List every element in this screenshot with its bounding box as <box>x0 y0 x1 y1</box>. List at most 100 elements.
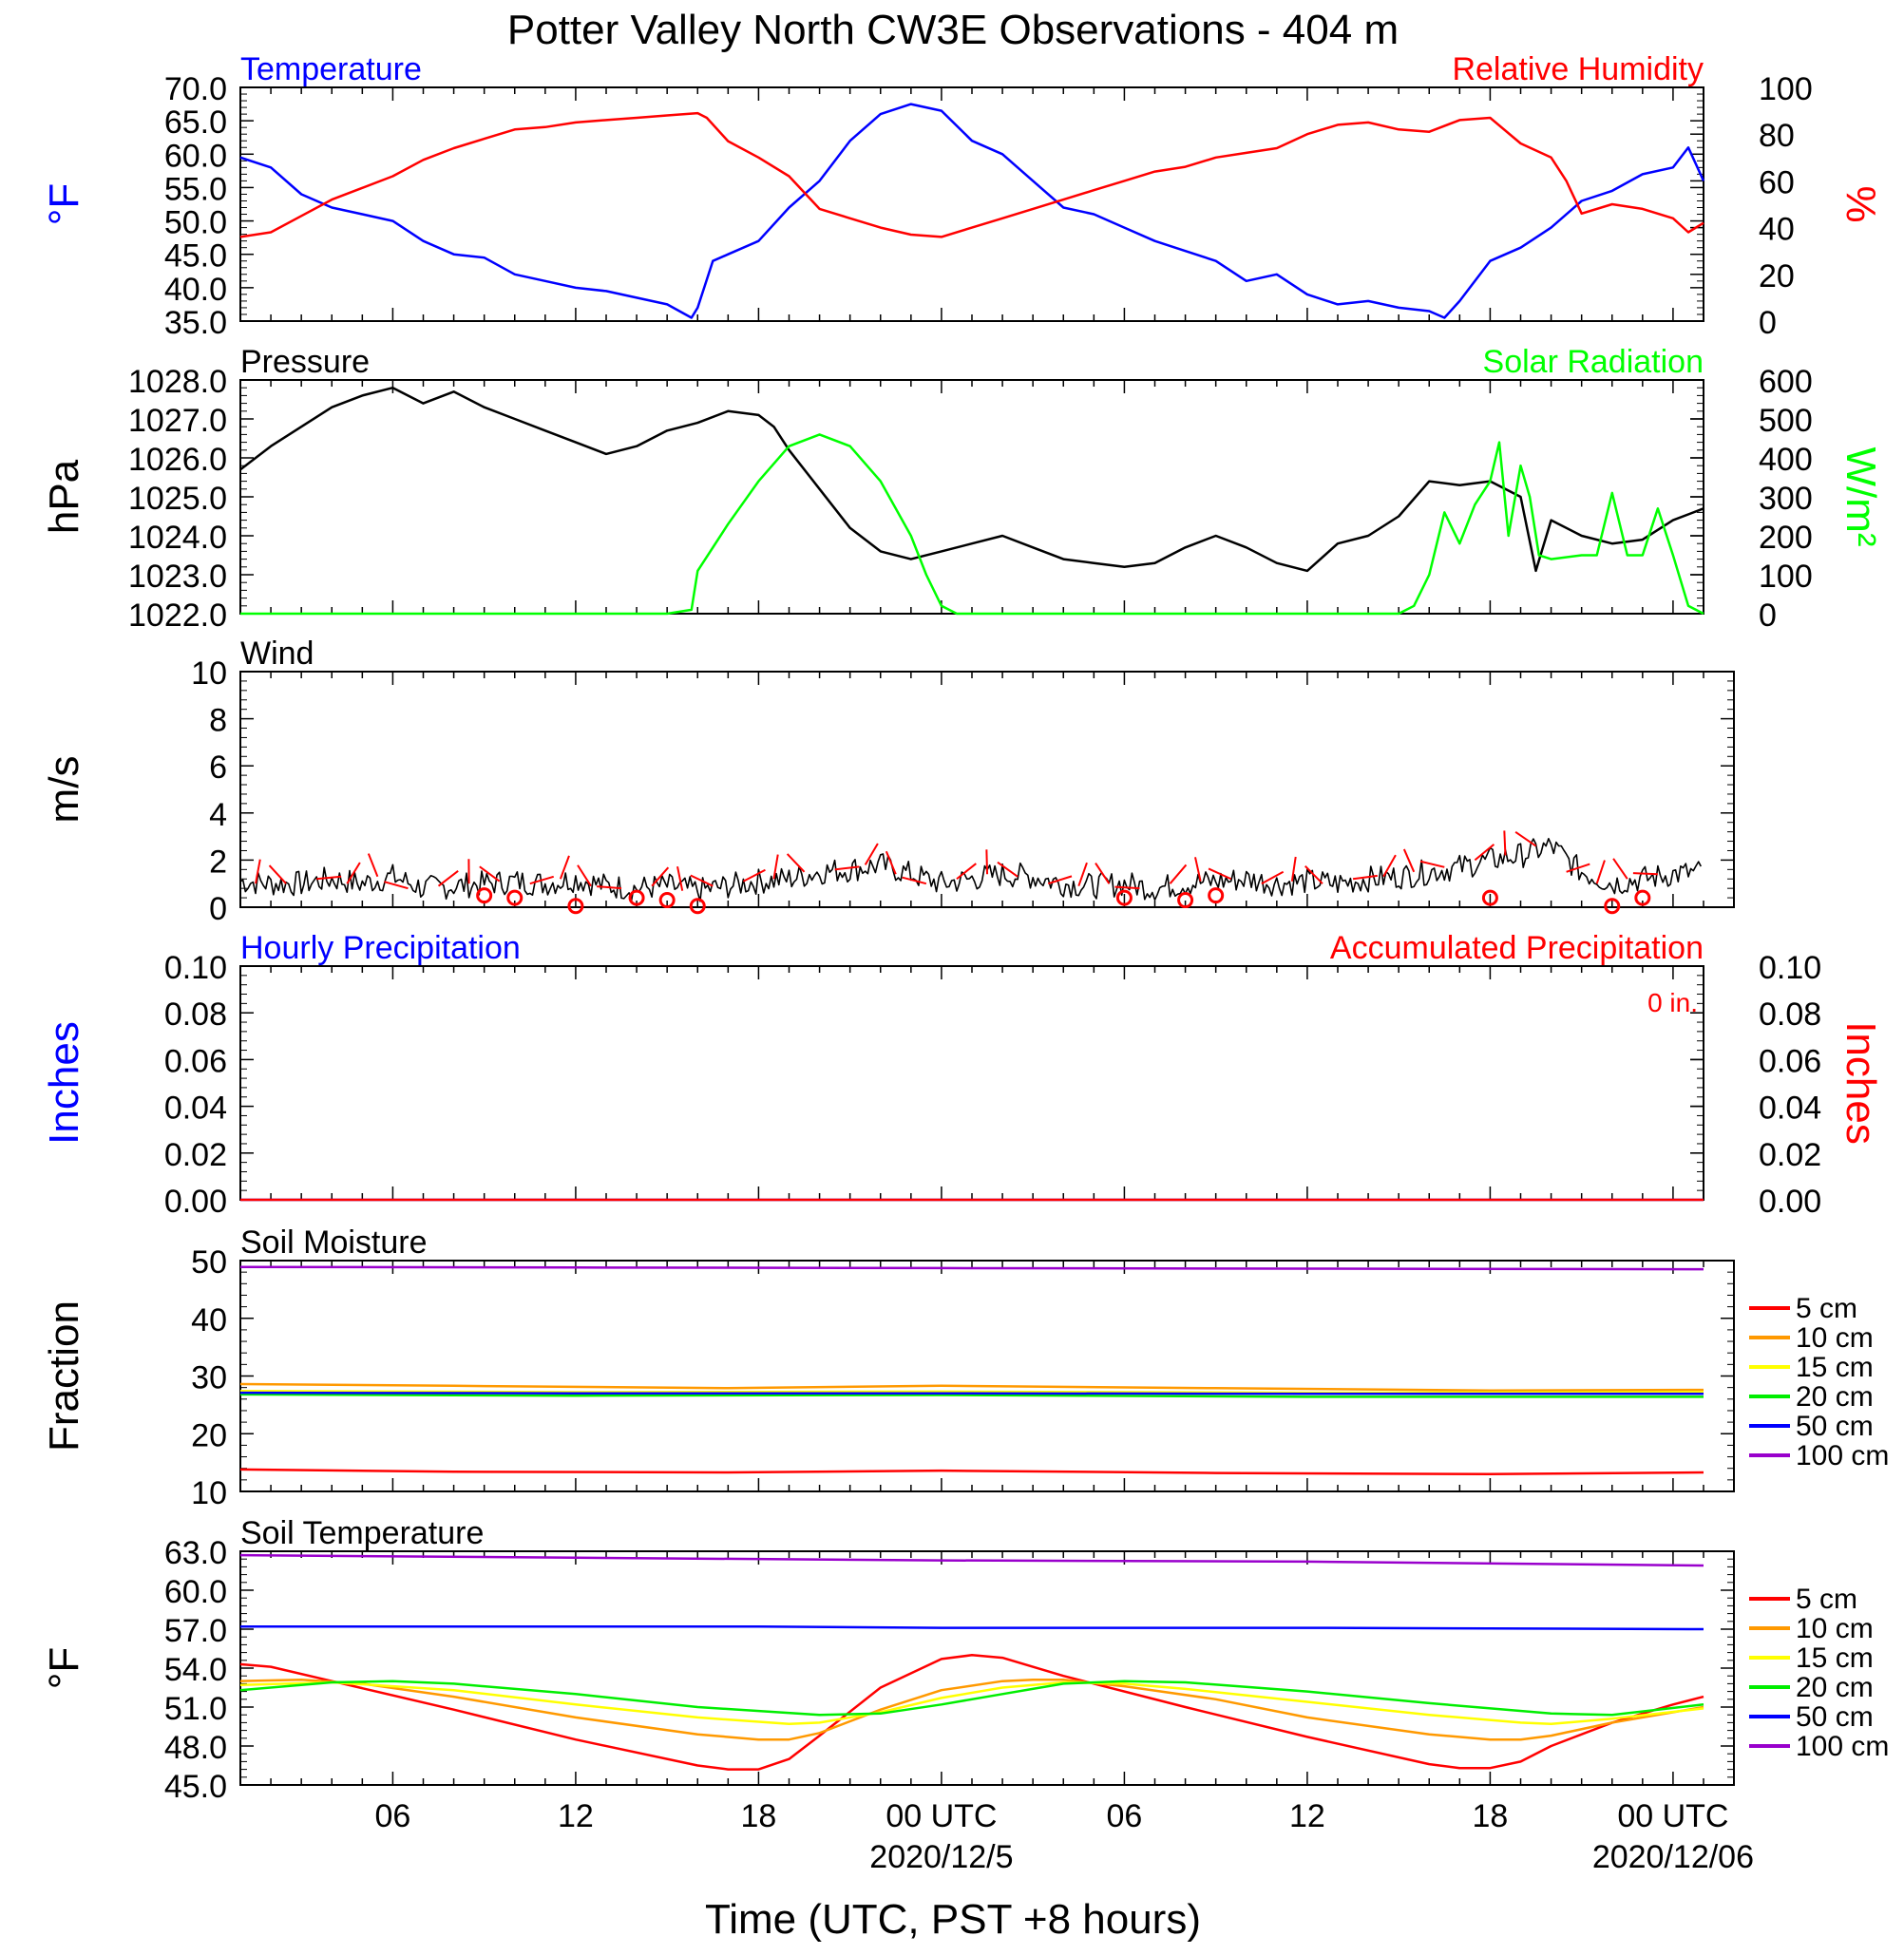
plot-frame <box>239 1550 1735 1786</box>
y-tick-label: 1024.0 <box>128 520 227 556</box>
y-tick-label: 10 <box>191 655 227 692</box>
panel-title-left: Soil Moisture <box>240 1224 428 1261</box>
x-tick-label: 18 <box>1473 1798 1509 1834</box>
series-line-100-cm <box>239 1265 1704 1271</box>
calm-marker <box>1115 889 1133 906</box>
wind-barb <box>384 881 409 890</box>
y2-tick-label: 0.06 <box>1759 1043 1821 1079</box>
legend-label-100-cm: 100 cm <box>1796 1731 1889 1762</box>
wind-barb <box>772 854 779 880</box>
y2-tick-label: 0.00 <box>1759 1184 1821 1220</box>
series-line-15-cm <box>239 1390 1704 1395</box>
y-tick-label: 60.0 <box>164 1574 227 1610</box>
panel-title-right: Relative Humidity <box>1452 51 1704 87</box>
wind-barb <box>1095 862 1111 884</box>
wind-barb <box>690 874 714 887</box>
y-tick-label: 35.0 <box>164 305 227 341</box>
plot-frame <box>239 965 1704 1201</box>
x-tick-label: 00 UTC <box>1617 1798 1728 1834</box>
wind-barb <box>1419 860 1445 868</box>
y-tick-label: 54.0 <box>164 1652 227 1688</box>
legend-label-15-cm: 15 cm <box>1796 1642 1874 1674</box>
wind-barb <box>885 850 897 875</box>
y-tick-label: 0.10 <box>164 950 227 986</box>
y-tick-label: 50 <box>191 1244 227 1281</box>
series-line-20-cm <box>239 1680 1704 1717</box>
wind-barb <box>1566 863 1590 873</box>
y-tick-label: 60.0 <box>164 138 227 174</box>
series-line-5-cm <box>239 1654 1704 1771</box>
wind-barb <box>1304 864 1323 884</box>
wind-barb <box>956 863 977 881</box>
y2-tick-label: 100 <box>1759 559 1813 595</box>
x-axis-title: Time (UTC, PST +8 hours) <box>705 1896 1201 1943</box>
wind-barb <box>1261 870 1285 885</box>
wind-barb <box>997 861 1019 878</box>
wind-barb <box>902 876 927 885</box>
y-tick-label: 63.0 <box>164 1535 227 1571</box>
y2-tick-label: 0.04 <box>1759 1091 1821 1127</box>
calm-marker <box>476 887 493 904</box>
x-tick-label: 12 <box>1289 1798 1325 1834</box>
y2-tick-label: 0 <box>1759 598 1777 634</box>
wind-barb <box>346 862 361 884</box>
panel-title-left: Hourly Precipitation <box>240 930 521 966</box>
y-tick-label: 1023.0 <box>128 559 227 595</box>
series-line-15-cm <box>239 1680 1704 1726</box>
calm-marker <box>1481 889 1498 906</box>
wind-barb <box>1612 858 1628 880</box>
x-tick-label: 00 UTC <box>885 1798 997 1834</box>
series-line-10-cm <box>239 1382 1704 1392</box>
y2-axis-label: Inches <box>1837 1021 1884 1145</box>
wind-barb <box>577 864 592 887</box>
y-tick-label: 2 <box>209 844 227 880</box>
wind-barb <box>1208 867 1232 881</box>
legend-label-50-cm: 50 cm <box>1796 1701 1874 1733</box>
panel-pressure-solar: 1022.01023.01024.01025.01026.01027.01028… <box>41 344 1884 634</box>
wind-barb <box>255 859 261 884</box>
wind-barb <box>985 849 989 875</box>
series-line-50-cm <box>240 1625 1704 1631</box>
wind-barb <box>1352 874 1378 881</box>
accumulated-total: 0 in. <box>1647 988 1698 1017</box>
calm-marker <box>1604 898 1621 915</box>
legend-label-10-cm: 10 cm <box>1796 1613 1874 1644</box>
wind-barb <box>1474 844 1495 862</box>
y-tick-label: 8 <box>209 703 227 739</box>
wind-barb <box>1290 856 1297 882</box>
y-tick-label: 40 <box>191 1302 227 1338</box>
wind-barb <box>268 864 287 884</box>
wind-barb <box>1077 862 1088 887</box>
panel-title-right: Solar Radiation <box>1483 344 1704 380</box>
series-line-wind <box>239 837 1703 902</box>
wind-barb <box>1514 830 1537 847</box>
calm-marker <box>1634 889 1651 906</box>
wind-barb <box>367 853 379 878</box>
legend-label-5-cm: 5 cm <box>1796 1293 1857 1324</box>
y-tick-label: 0.06 <box>164 1043 227 1079</box>
y-tick-label: 6 <box>209 750 227 786</box>
series-line-relative-humidity <box>239 111 1704 238</box>
plot-frame <box>239 671 1735 908</box>
panel-title-left: Pressure <box>240 344 370 380</box>
plot-frame <box>239 1260 1735 1492</box>
panel-wind: 0 2 4 6 8 10 Wind m/s <box>41 636 1735 927</box>
y-tick-label: 0 <box>209 891 227 927</box>
y-tick-label: 51.0 <box>164 1691 227 1727</box>
y-tick-label: 20 <box>191 1417 227 1453</box>
y2-tick-label: 40 <box>1759 212 1795 248</box>
panel-precipitation: 0.00 0.02 0.04 0.06 0.08 0.10 0.00 0.02 0.04 0.06… <box>41 930 1884 1220</box>
wind-barb <box>1194 857 1202 882</box>
y-tick-label: 45.0 <box>164 1769 227 1805</box>
y-axis-label: Fraction <box>41 1300 87 1452</box>
wind-barb <box>1503 830 1507 856</box>
y-tick-label: 0.02 <box>164 1137 227 1173</box>
series-line-10-cm <box>239 1679 1704 1741</box>
y-tick-label: 30 <box>191 1360 227 1396</box>
y2-tick-label: 60 <box>1759 164 1795 200</box>
y-axis-label: Inches <box>41 1021 87 1145</box>
wind-barb <box>742 868 766 883</box>
legend-label-20-cm: 20 cm <box>1796 1672 1874 1703</box>
y-tick-label: 48.0 <box>164 1730 227 1766</box>
